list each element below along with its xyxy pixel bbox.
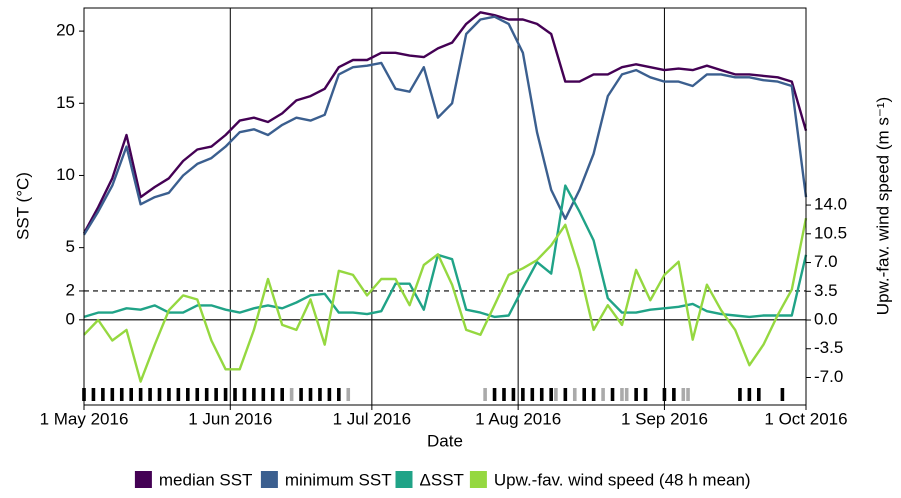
event-marker (138, 388, 143, 401)
event-marker (233, 388, 237, 401)
y2-tick-label: 14.0 (814, 195, 847, 214)
event-marker (582, 388, 587, 401)
y2-tick-label: 0.0 (814, 310, 838, 329)
y-tick-label: 20 (56, 21, 75, 40)
event-marker (492, 388, 497, 401)
y-tick-label: 2 (66, 280, 75, 299)
event-marker (634, 388, 638, 401)
event-marker (780, 388, 785, 401)
event-marker (662, 388, 667, 401)
legend-swatch (395, 471, 413, 488)
event-marker (252, 388, 256, 401)
event-marker (327, 388, 332, 401)
y-tick-label: 0 (66, 309, 75, 328)
plot-frame (83, 7, 807, 406)
event-marker (110, 388, 115, 401)
y2-axis-title: Upw.-fav. wind speed (m s⁻¹) (873, 97, 892, 315)
y-tick-label: 15 (56, 93, 75, 112)
event-marker (186, 388, 190, 401)
event-marker (299, 388, 303, 401)
x-tick-label: 1 Jun 2016 (188, 409, 272, 428)
event-marker (204, 388, 209, 401)
x-tick-label: 1 Jul 2016 (333, 409, 411, 428)
x-tick-label: 1 May 2016 (40, 409, 129, 428)
event-marker (563, 388, 568, 401)
event-marker (624, 388, 629, 401)
event-marker (686, 388, 690, 401)
event-marker (738, 388, 742, 401)
event-marker (483, 388, 487, 401)
event-marker (337, 388, 341, 401)
x-tick-label: 1 Sep 2016 (621, 409, 708, 428)
event-marker (620, 388, 624, 401)
legend-swatch (134, 471, 152, 488)
series-line (82, 11, 808, 234)
y2-tick-label: -7.0 (814, 367, 843, 386)
event-marker (672, 388, 676, 401)
event-marker (270, 388, 275, 401)
event-marker (572, 388, 577, 401)
event-marker (214, 388, 218, 401)
event-marker (539, 388, 544, 401)
event-marker (119, 388, 124, 401)
event-marker (261, 388, 266, 401)
event-marker (195, 388, 200, 401)
event-marker (223, 388, 228, 401)
legend-label: median SST (159, 470, 253, 489)
event-marker (176, 388, 181, 401)
event-marker (549, 388, 553, 401)
series-line (83, 217, 808, 383)
legend-swatch (260, 471, 278, 488)
legend-label: Upw.-fav. wind speed (48 h mean) (494, 470, 751, 489)
y2-tick-label: 3.5 (814, 281, 838, 300)
event-marker (502, 388, 506, 401)
event-marker (757, 388, 761, 401)
event-marker (346, 388, 351, 401)
event-marker (530, 388, 535, 401)
legend-swatch (469, 471, 487, 488)
event-marker (521, 388, 525, 401)
legend-label: ΔSST (420, 470, 464, 489)
event-marker (157, 388, 162, 401)
event-marker (101, 388, 105, 401)
event-marker (280, 388, 284, 401)
y-tick-label: 5 (66, 237, 75, 256)
event-marker (591, 388, 596, 401)
series-line (82, 15, 808, 236)
event-marker (511, 388, 516, 401)
event-marker (318, 388, 322, 401)
y2-tick-label: 7.0 (814, 252, 838, 271)
y2-tick-label: -3.5 (814, 338, 843, 357)
event-marker (91, 388, 96, 401)
event-marker (554, 388, 558, 401)
y2-tick-label: 10.5 (814, 223, 847, 242)
event-marker (129, 388, 133, 401)
event-marker (167, 388, 171, 401)
event-marker (681, 388, 686, 401)
y-axis-title: SST (°C) (13, 172, 32, 240)
event-marker (242, 388, 247, 401)
event-marker (308, 388, 313, 401)
event-marker (148, 388, 152, 401)
event-marker (610, 388, 615, 401)
legend-label: minimum SST (285, 470, 392, 489)
event-marker (289, 388, 294, 401)
x-axis-title: Date (427, 431, 463, 450)
y-tick-label: 10 (56, 165, 75, 184)
event-marker (747, 388, 752, 401)
event-marker (643, 388, 648, 401)
event-marker (601, 388, 605, 401)
x-tick-label: 1 Aug 2016 (475, 409, 561, 428)
x-tick-label: 1 Oct 2016 (764, 409, 847, 428)
